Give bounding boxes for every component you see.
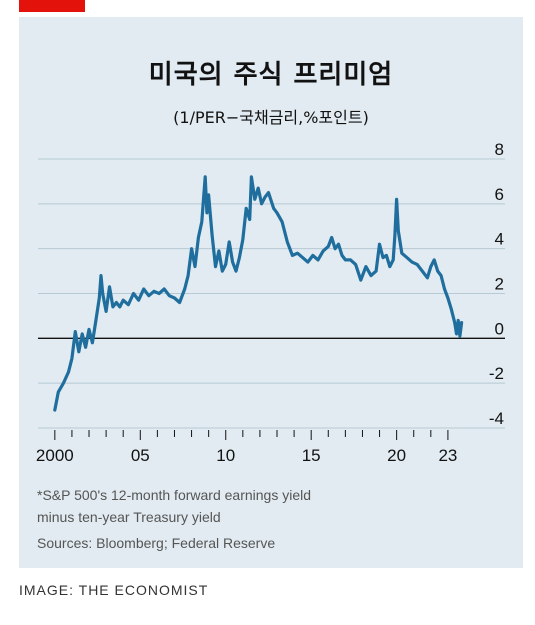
x-axis: 2000 05 10 15 20 23 — [36, 430, 457, 465]
brand-tag — [19, 0, 85, 12]
x-tick-label: 15 — [302, 446, 321, 465]
x-tick-label: 05 — [131, 446, 150, 465]
image-credit: IMAGE: THE ECONOMIST — [19, 582, 209, 598]
series-line — [53, 175, 464, 412]
grid-lines — [38, 158, 505, 429]
sources-note: Sources: Bloomberg; Federal Reserve — [37, 535, 276, 551]
footnote-line-2: minus ten-year Treasury yield — [37, 509, 221, 525]
y-tick-label: -4 — [489, 409, 504, 428]
chart-title: 미국의 주식 프리미엄 — [148, 60, 394, 90]
series-layer — [53, 175, 464, 412]
x-tick-label: 2000 — [36, 446, 74, 465]
x-tick-label: 23 — [438, 446, 457, 465]
x-tick-label: 10 — [216, 446, 235, 465]
y-tick-label: 8 — [495, 140, 504, 159]
y-tick-label: 6 — [495, 185, 504, 204]
chart-subtitle: (1/PER−국채금리,%포인트) — [173, 108, 369, 127]
footnote-line-1: *S&P 500's 12-month forward earnings yie… — [37, 487, 312, 503]
y-tick-label: -2 — [489, 364, 504, 383]
y-tick-label: 0 — [495, 319, 504, 338]
y-tick-label: 4 — [495, 230, 504, 249]
y-tick-label: 2 — [495, 275, 504, 294]
x-tick-label: 20 — [387, 446, 406, 465]
y-tick-labels: 8 6 4 2 0 -2 -4 — [489, 140, 504, 428]
